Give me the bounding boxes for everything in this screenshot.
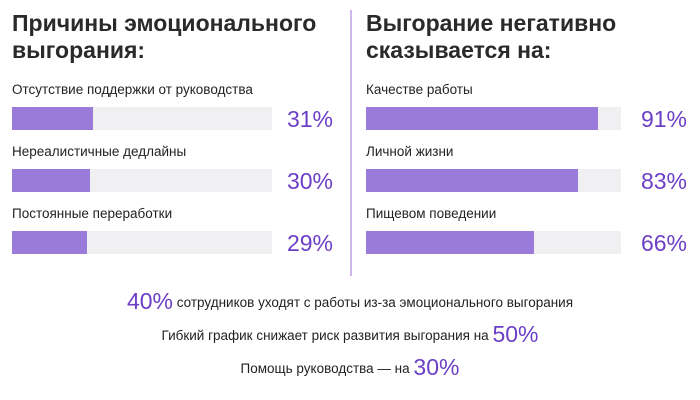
value-label: 31% xyxy=(286,106,333,132)
bar xyxy=(12,231,88,254)
footer-text: Гибкий график снижает риск развития выго… xyxy=(161,328,489,343)
footer-line: 40% сотрудников уходят с работы из-за эм… xyxy=(0,288,700,315)
category-label: Качестве работы xyxy=(366,82,473,97)
bar xyxy=(366,231,535,254)
category-label: Отсутствие поддержки от руководства xyxy=(12,82,253,97)
chart-title: Причины эмоционального выгорания: xyxy=(12,10,317,63)
value-label: 91% xyxy=(640,106,687,132)
stat: 30% xyxy=(413,354,460,380)
category-label: Нереалистичные дедлайны xyxy=(12,144,187,159)
category-label: Пищевом поведении xyxy=(366,206,497,221)
footer-text: сотрудников уходят с работы из-за эмоцио… xyxy=(176,295,574,310)
value-label: 66% xyxy=(640,230,687,256)
category-label: Личной жизни xyxy=(366,144,454,159)
stat: 40% xyxy=(126,288,173,314)
value-label: 30% xyxy=(286,168,333,194)
chart-title: Выгорание негативно сказывается на: xyxy=(366,10,617,63)
value-label: 29% xyxy=(286,230,333,256)
bar xyxy=(12,107,93,130)
stat: 50% xyxy=(492,321,539,347)
footer-line: Гибкий график снижает риск развития выго… xyxy=(0,321,700,348)
value-label: 83% xyxy=(640,168,687,194)
footer-line: Помощь руководства — на 30% xyxy=(0,354,700,381)
bar xyxy=(12,169,90,192)
bar xyxy=(366,107,599,130)
category-label: Постоянные переработки xyxy=(12,206,173,221)
footer-text: Помощь руководства — на xyxy=(240,361,410,376)
divider xyxy=(350,10,352,276)
bar xyxy=(366,169,578,192)
